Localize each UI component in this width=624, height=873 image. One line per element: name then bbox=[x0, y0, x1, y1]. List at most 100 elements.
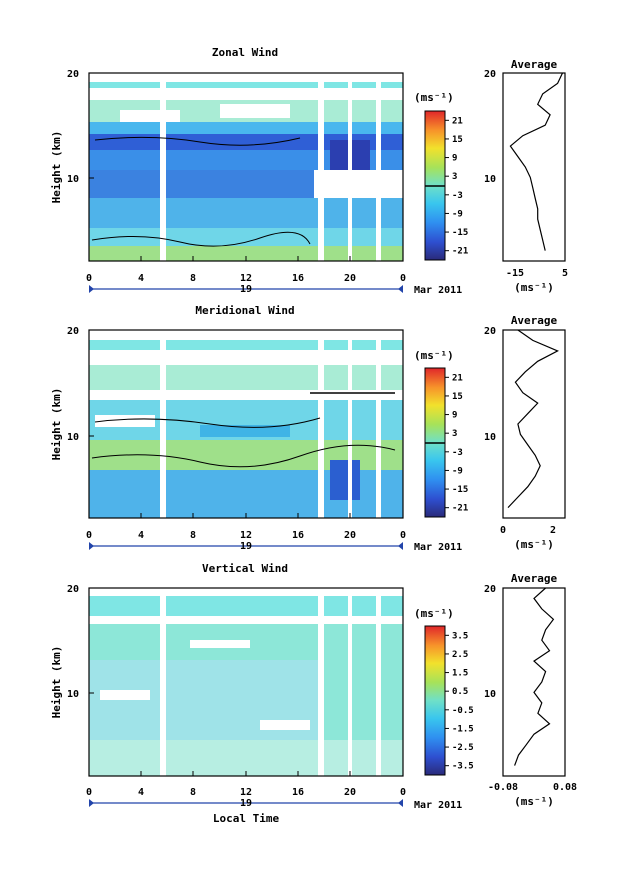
avg-xtick: -15 bbox=[506, 268, 524, 279]
xtick-label: 0 bbox=[400, 273, 406, 284]
title-vertical: Vertical Wind bbox=[202, 562, 288, 575]
avg-xtick: 0.08 bbox=[553, 782, 577, 793]
average-zonal: Average 20 10 -15 5 (ms⁻¹) bbox=[484, 58, 568, 294]
xtick-label: 4 bbox=[138, 787, 144, 798]
ytick-label: 10 bbox=[67, 432, 79, 443]
xtick-label: 12 bbox=[240, 273, 252, 284]
colorbar-tick-label: 15 bbox=[452, 135, 463, 145]
avg-ytick: 10 bbox=[484, 432, 496, 443]
avg-profile-line bbox=[514, 587, 555, 766]
colorbar-tick-label: 21 bbox=[452, 116, 463, 126]
ytick-label: 20 bbox=[67, 584, 79, 595]
avg-xlabel: (ms⁻¹) bbox=[514, 538, 554, 551]
xtick-label: 16 bbox=[292, 273, 304, 284]
colorbar-tick-label: -21 bbox=[452, 247, 468, 257]
avg-xtick: 5 bbox=[562, 268, 568, 279]
panel-meridional: Meridional Wind bbox=[50, 304, 566, 553]
colorbar-tick-label: -3 bbox=[452, 191, 463, 201]
colorbar-tick-label: -9 bbox=[452, 209, 463, 219]
colorbar-tick-label: 1.5 bbox=[452, 669, 468, 679]
heatmap-zonal bbox=[89, 73, 403, 261]
colorbar-meridional: (ms⁻¹) 21 15 9 3 -3 -9 -15 -21 bbox=[414, 349, 468, 518]
colorbar-tick-label: -3.5 bbox=[452, 762, 474, 772]
x-ticks-zonal: 0 4 8 12 16 20 0 bbox=[86, 256, 406, 284]
xtick-label: 20 bbox=[344, 530, 356, 541]
ytick-label: 10 bbox=[67, 174, 79, 185]
day-bar-zonal: 19 bbox=[89, 284, 403, 295]
avg-title: Average bbox=[511, 58, 558, 71]
avg-ytick: 10 bbox=[484, 689, 496, 700]
x-ticks-vertical: 0 4 8 12 16 20 0 bbox=[86, 771, 406, 798]
avg-profile-line bbox=[507, 329, 560, 509]
y-ticks-vertical: 10 20 bbox=[67, 584, 94, 700]
xtick-label: 12 bbox=[240, 530, 252, 541]
colorbar-unit: (ms⁻¹) bbox=[414, 91, 454, 104]
avg-profile-line bbox=[509, 72, 564, 251]
day-label: 19 bbox=[240, 541, 252, 552]
avg-ytick: 20 bbox=[484, 584, 496, 595]
xtick-label: 20 bbox=[344, 787, 356, 798]
heatmap-meridional bbox=[89, 330, 403, 518]
colorbar-tick-label: -2.5 bbox=[452, 743, 474, 753]
avg-title: Average bbox=[511, 572, 558, 585]
panel-vertical: Vertical Wind 0 4 8 1 bbox=[50, 562, 577, 825]
day-label: 19 bbox=[240, 798, 252, 809]
ytick-label: 20 bbox=[67, 326, 79, 337]
colorbar-tick-label: 21 bbox=[452, 373, 463, 383]
colorbar-tick-label: -9 bbox=[452, 466, 463, 476]
ytick-label: 20 bbox=[67, 69, 79, 80]
avg-ytick: 10 bbox=[484, 174, 496, 185]
y-ticks-meridional: 10 20 bbox=[67, 326, 94, 443]
xtick-label: 0 bbox=[86, 787, 92, 798]
avg-ytick: 20 bbox=[484, 69, 496, 80]
xtick-label: 20 bbox=[344, 273, 356, 284]
colorbar-tick-label: 2.5 bbox=[452, 650, 468, 660]
colorbar-unit: (ms⁻¹) bbox=[414, 349, 454, 362]
colorbar-tick-label: 3 bbox=[452, 429, 457, 439]
y-axis-label-zonal: Height (km) bbox=[50, 131, 63, 204]
colorbar-vertical: (ms⁻¹) 3.5 2.5 1.5 0.5 -0.5 -1.5 -2.5 -3.5 bbox=[414, 607, 474, 776]
colorbar-tick-label: -21 bbox=[452, 504, 468, 514]
avg-xtick: 2 bbox=[550, 525, 556, 536]
xtick-label: 12 bbox=[240, 787, 252, 798]
colorbar-tick-label: 9 bbox=[452, 154, 457, 164]
avg-ytick: 20 bbox=[484, 326, 496, 337]
xtick-label: 8 bbox=[190, 530, 196, 541]
day-bar-vertical: 19 bbox=[89, 798, 403, 809]
colorbar-tick-label: 9 bbox=[452, 411, 457, 421]
xtick-label: 4 bbox=[138, 530, 144, 541]
colorbar-unit: (ms⁻¹) bbox=[414, 607, 454, 620]
colorbar-tick-label: -1.5 bbox=[452, 724, 474, 734]
avg-xtick: -0.08 bbox=[488, 782, 518, 793]
colorbar-tick-label: -15 bbox=[452, 485, 468, 495]
y-axis-label-vertical: Height (km) bbox=[50, 646, 63, 719]
avg-title: Average bbox=[511, 314, 558, 327]
y-ticks-zonal: 10 20 bbox=[67, 69, 94, 185]
colorbar-tick-label: 3 bbox=[452, 172, 457, 182]
ytick-label: 10 bbox=[67, 689, 79, 700]
xtick-label: 16 bbox=[292, 530, 304, 541]
day-bar-meridional: 19 bbox=[89, 541, 403, 552]
x-axis-label: Local Time bbox=[213, 812, 280, 825]
xtick-label: 0 bbox=[86, 530, 92, 541]
colorbar-tick-label: 15 bbox=[452, 392, 463, 402]
panel-zonal: Zonal Wind bbox=[50, 46, 568, 296]
avg-xtick: 0 bbox=[500, 525, 506, 536]
xtick-label: 0 bbox=[86, 273, 92, 284]
xtick-label: 0 bbox=[400, 787, 406, 798]
average-vertical: Average 20 10 -0.08 0.08 (ms⁻¹) bbox=[484, 572, 577, 808]
colorbar-tick-label: -3 bbox=[452, 448, 463, 458]
xtick-label: 8 bbox=[190, 787, 196, 798]
colorbar-tick-label: 0.5 bbox=[452, 687, 468, 697]
colorbar-tick-label: -15 bbox=[452, 228, 468, 238]
date-label: Mar 2011 bbox=[414, 542, 462, 553]
date-label: Mar 2011 bbox=[414, 285, 462, 296]
xtick-label: 16 bbox=[292, 787, 304, 798]
avg-xlabel: (ms⁻¹) bbox=[514, 795, 554, 808]
x-ticks-meridional: 0 4 8 12 16 20 0 bbox=[86, 513, 406, 541]
avg-xlabel: (ms⁻¹) bbox=[514, 281, 554, 294]
colorbar-tick-label: 3.5 bbox=[452, 631, 468, 641]
colorbar-zonal: (ms⁻¹) 21 15 9 3 -3 -9 -15 -21 bbox=[414, 91, 468, 261]
title-zonal: Zonal Wind bbox=[212, 46, 278, 59]
